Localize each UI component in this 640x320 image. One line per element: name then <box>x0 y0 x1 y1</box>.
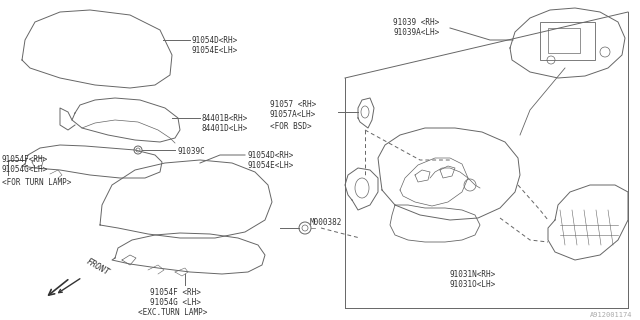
Text: A912001174: A912001174 <box>590 312 632 318</box>
Text: 91031N<RH>: 91031N<RH> <box>450 270 496 279</box>
Text: 91039A<LH>: 91039A<LH> <box>393 28 439 37</box>
Text: 91054E<LH>: 91054E<LH> <box>192 46 238 55</box>
Text: M000382: M000382 <box>310 218 342 227</box>
Text: 91054E<LH>: 91054E<LH> <box>248 161 294 170</box>
Text: 91054F<RH>: 91054F<RH> <box>2 155 48 164</box>
Text: 91054D<RH>: 91054D<RH> <box>248 151 294 160</box>
Text: 91057 <RH>: 91057 <RH> <box>270 100 316 109</box>
Bar <box>540 22 595 60</box>
Text: <EXC.TURN LAMP>: <EXC.TURN LAMP> <box>138 308 207 317</box>
Text: 91031O<LH>: 91031O<LH> <box>450 280 496 289</box>
Text: 91054G <LH>: 91054G <LH> <box>150 298 201 307</box>
Bar <box>548 28 580 53</box>
Text: 91039C: 91039C <box>177 147 205 156</box>
Text: <FOR TURN LAMP>: <FOR TURN LAMP> <box>2 178 72 187</box>
Text: 91054F <RH>: 91054F <RH> <box>150 288 201 297</box>
Text: 84401D<LH>: 84401D<LH> <box>202 124 248 133</box>
Text: FRONT: FRONT <box>59 257 111 292</box>
Text: 91057A<LH>: 91057A<LH> <box>270 110 316 119</box>
Text: 84401B<RH>: 84401B<RH> <box>202 114 248 123</box>
Text: <FOR BSD>: <FOR BSD> <box>270 122 312 131</box>
Text: 91039 <RH>: 91039 <RH> <box>393 18 439 27</box>
Text: 91054D<RH>: 91054D<RH> <box>192 36 238 45</box>
Text: 91054G<LH>: 91054G<LH> <box>2 165 48 174</box>
